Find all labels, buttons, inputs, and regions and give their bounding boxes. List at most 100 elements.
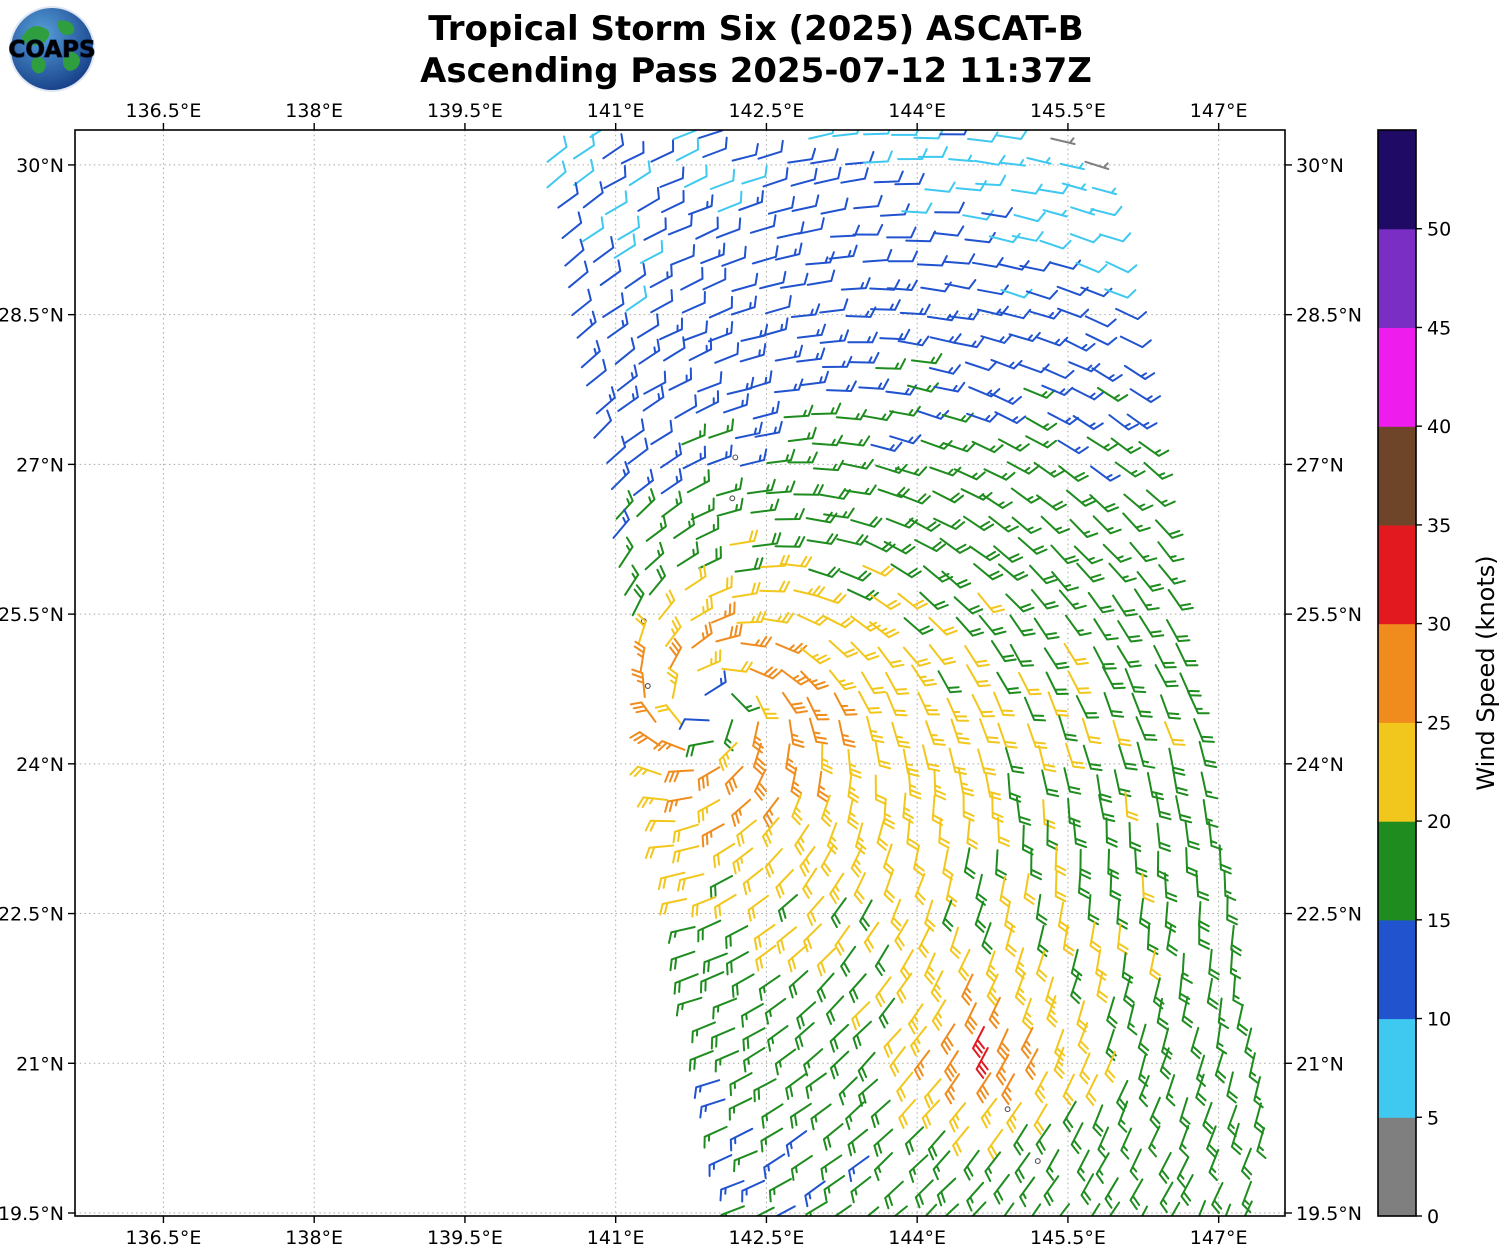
wind-barb — [1045, 671, 1069, 695]
wind-barb — [660, 468, 683, 495]
wind-barb — [884, 1180, 904, 1210]
x-tick-label-top: 139.5°E — [427, 100, 503, 122]
wind-barb — [845, 1101, 865, 1131]
wind-barb — [857, 1051, 876, 1082]
wind-barb — [885, 671, 910, 695]
wind-barb — [877, 646, 905, 668]
wind-barb — [890, 898, 902, 931]
wind-barb — [966, 412, 999, 423]
wind-barb — [714, 342, 740, 364]
wind-barb — [1158, 1151, 1172, 1184]
wind-barb — [847, 749, 862, 779]
wind-barb — [633, 640, 646, 673]
wind-barb — [1105, 817, 1118, 848]
wind-barb — [714, 893, 737, 919]
wind-barb — [972, 1026, 985, 1058]
wind-barb — [990, 640, 1017, 663]
wind-barb — [1054, 871, 1067, 903]
wind-barb — [853, 872, 866, 905]
wind-barb — [858, 378, 890, 390]
wind-barb — [816, 770, 829, 803]
wind-barb — [755, 695, 779, 720]
wind-barb — [948, 747, 967, 775]
wind-barb — [1116, 645, 1142, 668]
wind-barb — [804, 1180, 826, 1208]
wind-barb — [1015, 796, 1032, 826]
title-line-2: Ascending Pass 2025-07-12 11:37Z — [420, 51, 1092, 92]
wind-barb — [840, 167, 869, 184]
wind-barb — [957, 768, 975, 797]
wind-barb — [612, 508, 630, 539]
wind-barb — [875, 463, 908, 474]
wind-barb — [755, 944, 777, 972]
wind-barb — [806, 533, 839, 545]
wind-barb — [657, 871, 686, 890]
wind-barb — [1025, 435, 1057, 449]
wind-barb — [1253, 1076, 1264, 1109]
wind-barb — [1200, 771, 1219, 800]
wind-barb — [908, 1003, 924, 1035]
wind-barb — [685, 740, 714, 758]
wind-barb — [927, 1130, 946, 1161]
wind-barb — [680, 266, 704, 291]
wind-barb — [1013, 1124, 1028, 1156]
wind-barb — [993, 545, 1024, 563]
wind-barb — [546, 160, 567, 189]
coaps-logo: COAPS — [8, 5, 96, 93]
wind-barb — [721, 245, 747, 267]
wind-barb — [823, 507, 855, 519]
wind-barb — [789, 1102, 812, 1129]
wind-barb — [990, 358, 1023, 370]
wind-barb — [644, 541, 665, 571]
wind-barb — [910, 353, 943, 365]
wind-barb — [677, 873, 705, 892]
wind-barb — [894, 172, 925, 186]
wind-barb — [800, 670, 829, 690]
wind-barb — [829, 872, 845, 904]
colorbar-bin — [1378, 1117, 1416, 1217]
wind-barb — [870, 299, 901, 311]
wind-barb — [1084, 315, 1117, 328]
wind-barb — [901, 202, 933, 214]
wind-barb — [1063, 338, 1096, 352]
y-tick-label-right: 22.5°N — [1296, 904, 1362, 926]
wind-barb — [1038, 183, 1070, 195]
wind-barb — [980, 1097, 998, 1129]
logo-land-2 — [57, 20, 75, 35]
wind-barb — [672, 845, 700, 864]
wind-barb — [724, 765, 744, 796]
wind-barb — [983, 468, 1016, 481]
colorbar-bin — [1378, 1018, 1416, 1118]
wind-barb — [980, 333, 1013, 344]
wind-barb — [787, 451, 818, 464]
x-tick-label-bottom: 147°E — [1190, 1227, 1248, 1249]
wind-barb — [1042, 799, 1056, 830]
wind-barb — [996, 671, 1022, 695]
wind-barb — [668, 926, 696, 944]
wind-barb — [963, 847, 976, 880]
wind-barb — [828, 639, 859, 658]
wind-barb — [762, 167, 789, 188]
wind-barb — [788, 719, 805, 748]
wind-barb — [994, 411, 1027, 424]
wind-barb — [942, 899, 954, 932]
wind-barb — [852, 223, 884, 236]
wind-barb — [779, 272, 809, 289]
wind-barb — [1193, 718, 1215, 743]
wind-barb — [746, 478, 776, 495]
wind-barb — [1122, 512, 1151, 533]
wind-barb — [749, 666, 782, 680]
wind-barb — [660, 442, 682, 469]
wind-barb — [932, 225, 965, 237]
wind-barb — [814, 592, 847, 604]
wind-barb — [546, 135, 568, 163]
wind-barb — [1085, 333, 1118, 346]
wind-barb — [776, 221, 805, 239]
wind-barb — [806, 696, 830, 721]
wind-barb — [672, 823, 699, 844]
wind-barb — [698, 546, 722, 570]
wind-barb — [691, 896, 717, 918]
wind-barb — [1156, 997, 1169, 1030]
wind-barb — [709, 875, 733, 899]
island-outline — [644, 683, 651, 689]
